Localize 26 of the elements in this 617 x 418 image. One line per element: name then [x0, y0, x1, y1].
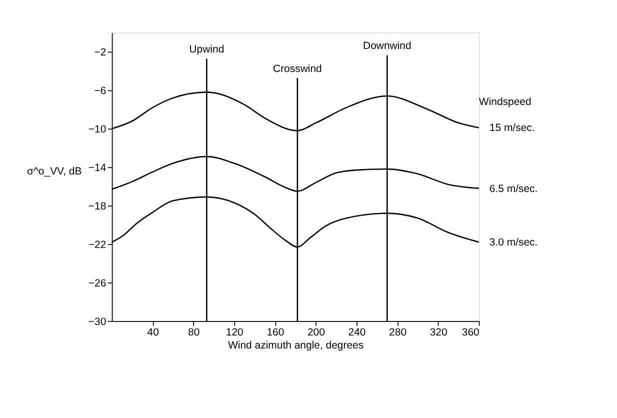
x-tick-label: 280	[389, 327, 407, 338]
y-tick-label: −22	[88, 240, 106, 251]
x-tick-label: 360	[462, 327, 480, 338]
x-tick-label: 160	[266, 327, 284, 338]
y-axis-title: σ^o_VV, dB	[27, 166, 82, 178]
legend-title: Windspeed	[478, 97, 532, 108]
series-label: 6.5 m/sec.	[489, 184, 538, 195]
x-tick-label: 320	[430, 327, 448, 338]
y-tick-label: −2	[94, 48, 106, 59]
x-tick-label: 200	[307, 327, 326, 338]
ref-line-label: Downwind	[363, 41, 412, 52]
x-tick-label: 240	[348, 327, 366, 338]
x-tick-label: 80	[188, 327, 200, 338]
x-tick-label: 40	[147, 327, 160, 338]
ref-line-label: Crosswind	[272, 64, 322, 75]
y-tick-label: −10	[88, 124, 106, 136]
x-tick-label: 120	[226, 327, 244, 338]
y-tick-label: −6	[94, 86, 106, 98]
y-tick-label: −18	[88, 202, 106, 213]
series-label: 15 m/sec.	[489, 123, 535, 134]
y-tick-label: −26	[88, 278, 106, 290]
series-label: 3.0 m/sec.	[489, 238, 538, 249]
y-tick-label: −14	[88, 163, 106, 174]
y-tick-label: −30	[88, 316, 106, 328]
x-axis-title: Wind azimuth angle, degrees	[228, 340, 364, 352]
ref-line-label: Upwind	[189, 44, 224, 56]
